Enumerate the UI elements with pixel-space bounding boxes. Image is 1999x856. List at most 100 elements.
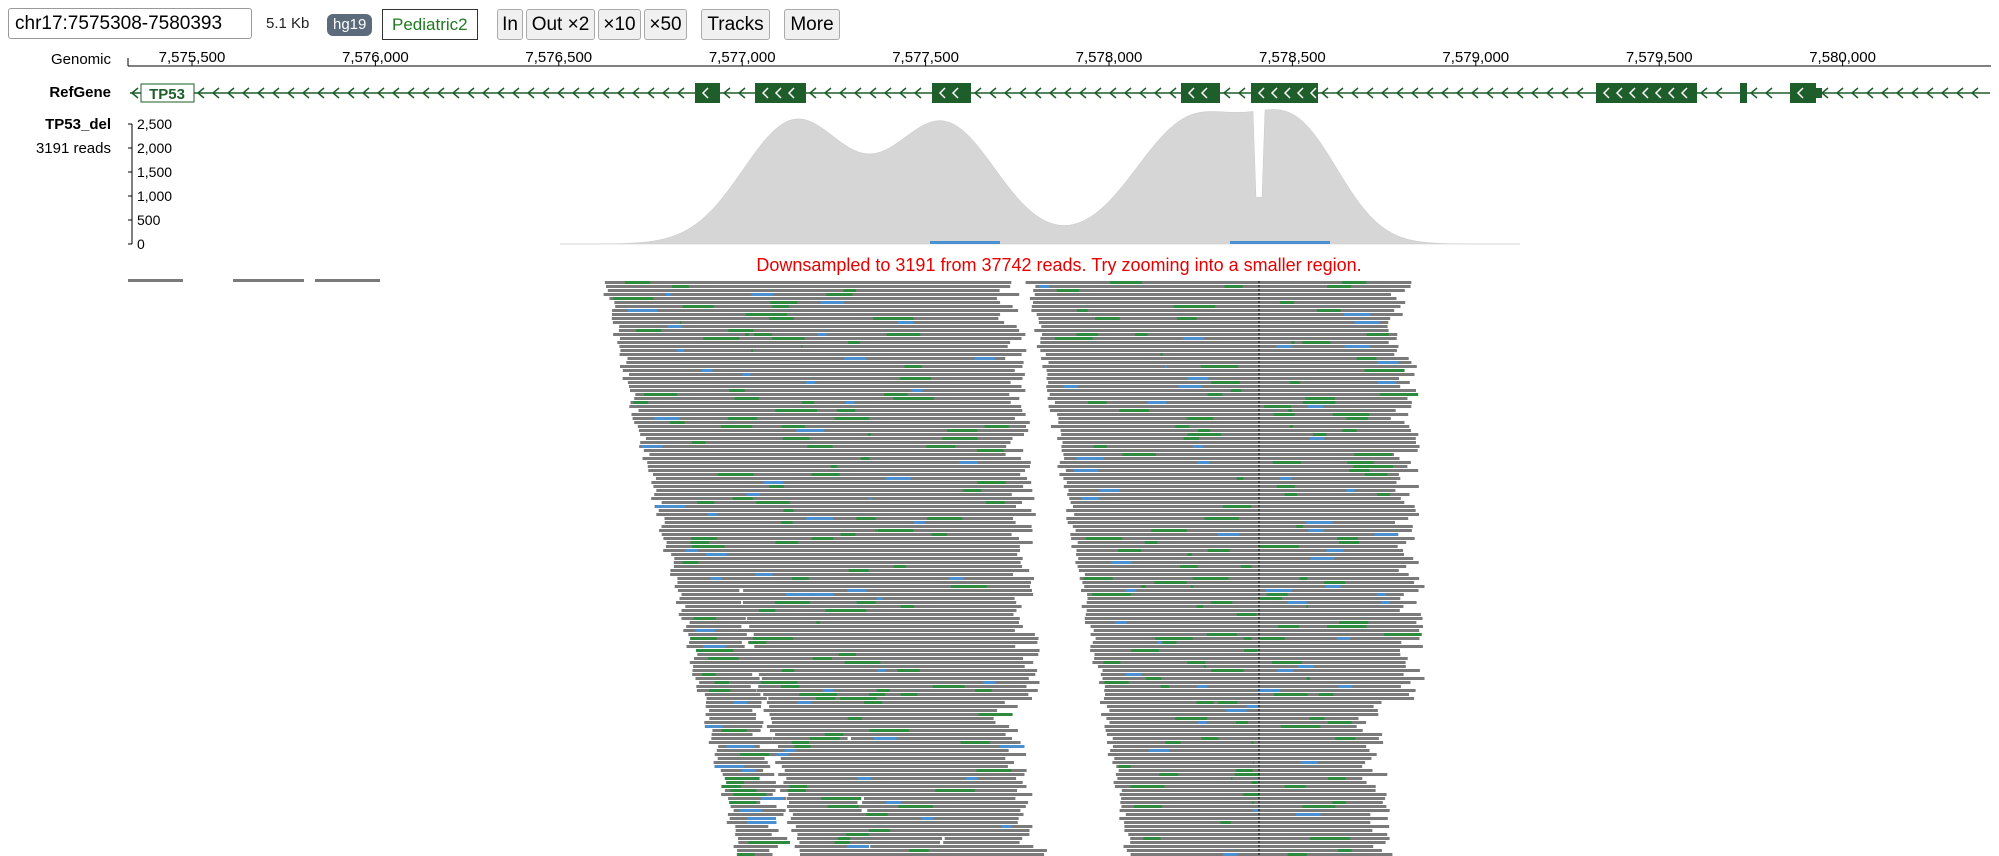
read-segment[interactable] — [702, 449, 825, 452]
read-segment[interactable] — [875, 477, 1027, 480]
read-segment[interactable] — [1078, 569, 1197, 572]
read-segment[interactable] — [856, 765, 931, 768]
read-segment[interactable] — [766, 725, 872, 728]
read-segment[interactable] — [870, 369, 1015, 372]
read-segment[interactable] — [780, 757, 866, 760]
read-segment[interactable] — [708, 477, 820, 480]
read-segment[interactable] — [781, 765, 872, 768]
read-segment[interactable] — [1288, 321, 1389, 324]
read-segment[interactable] — [1116, 449, 1226, 452]
read-segment[interactable] — [790, 293, 932, 296]
read-segment[interactable] — [1309, 677, 1425, 680]
read-segment[interactable] — [786, 481, 890, 484]
read-segment[interactable] — [1172, 417, 1273, 420]
read-segment[interactable] — [1112, 437, 1228, 440]
read-segment[interactable] — [939, 821, 1018, 824]
read-segment[interactable] — [844, 725, 940, 728]
read-segment[interactable] — [671, 305, 794, 308]
read-segment[interactable] — [658, 509, 728, 512]
read-segment[interactable] — [613, 333, 709, 336]
read-segment[interactable] — [1085, 621, 1201, 624]
read-segment[interactable] — [665, 281, 790, 284]
read-segment[interactable] — [944, 837, 1023, 840]
read-segment[interactable] — [874, 501, 1022, 504]
read-segment[interactable] — [1167, 377, 1282, 380]
read-segment[interactable] — [703, 437, 823, 440]
read-segment[interactable] — [1141, 581, 1241, 584]
read-segment[interactable] — [1107, 741, 1207, 744]
read-segment[interactable] — [769, 713, 847, 716]
read-segment[interactable] — [656, 489, 747, 492]
read-segment[interactable] — [626, 361, 728, 364]
read-segment[interactable] — [1109, 405, 1213, 408]
read-segment[interactable] — [842, 717, 935, 720]
read-segment[interactable] — [1148, 597, 1236, 600]
read-segment[interactable] — [775, 733, 861, 736]
read-segment[interactable] — [1153, 633, 1242, 636]
read-segment[interactable] — [926, 769, 1027, 772]
read-segment[interactable] — [1116, 445, 1225, 448]
read-segment[interactable] — [1084, 585, 1183, 588]
read-segment[interactable] — [887, 681, 1040, 684]
read-segment[interactable] — [810, 565, 898, 568]
read-segment[interactable] — [905, 705, 1018, 708]
read-segment[interactable] — [736, 853, 773, 856]
read-segment[interactable] — [737, 573, 835, 576]
read-segment[interactable] — [1190, 541, 1284, 544]
read-segment[interactable] — [789, 809, 862, 812]
read-segment[interactable] — [1100, 701, 1225, 704]
read-segment[interactable] — [1291, 393, 1417, 396]
read-segment[interactable] — [941, 853, 1045, 856]
zoom-50-button[interactable]: ×50 — [644, 9, 687, 40]
read-segment[interactable] — [709, 709, 753, 712]
read-segment[interactable] — [735, 833, 772, 836]
read-segment[interactable] — [706, 453, 827, 456]
read-segment[interactable] — [1114, 785, 1227, 788]
read-segment[interactable] — [681, 609, 763, 612]
read-segment[interactable] — [1191, 533, 1288, 536]
read-segment[interactable] — [1257, 705, 1374, 708]
read-segment[interactable] — [1253, 749, 1370, 752]
read-segment[interactable] — [1156, 657, 1264, 660]
read-segment[interactable] — [870, 433, 1024, 436]
dataset-button[interactable]: Pediatric2 — [382, 9, 478, 40]
read-segment[interactable] — [847, 753, 949, 756]
read-segment[interactable] — [844, 713, 931, 716]
read-segment[interactable] — [876, 565, 1023, 568]
read-segment[interactable] — [1258, 833, 1388, 836]
read-segment[interactable] — [622, 377, 722, 380]
read-segment[interactable] — [875, 541, 1033, 544]
read-segment[interactable] — [778, 773, 881, 776]
read-segment[interactable] — [862, 793, 959, 796]
read-segment[interactable] — [1299, 433, 1419, 436]
read-segment[interactable] — [1243, 417, 1337, 420]
read-segment[interactable] — [933, 825, 1033, 828]
read-segment[interactable] — [1117, 777, 1236, 780]
read-segment[interactable] — [879, 509, 1032, 512]
read-segment[interactable] — [1149, 281, 1266, 284]
read-segment[interactable] — [867, 817, 945, 820]
read-segment[interactable] — [1302, 473, 1399, 476]
read-segment[interactable] — [1155, 309, 1261, 312]
read-segment[interactable] — [1289, 305, 1401, 308]
read-segment[interactable] — [1156, 345, 1266, 348]
read-segment[interactable] — [730, 549, 819, 552]
read-segment[interactable] — [716, 473, 811, 476]
read-segment[interactable] — [1251, 721, 1367, 724]
read-segment[interactable] — [860, 349, 1027, 352]
read-segment[interactable] — [884, 625, 1023, 628]
read-segment[interactable] — [839, 701, 942, 704]
read-segment[interactable] — [908, 721, 996, 724]
read-segment[interactable] — [1181, 473, 1288, 476]
read-segment[interactable] — [872, 397, 1020, 400]
read-segment[interactable] — [875, 841, 940, 844]
read-segment[interactable] — [1123, 845, 1226, 848]
read-segment[interactable] — [791, 497, 891, 500]
read-segment[interactable] — [1308, 561, 1419, 564]
read-segment[interactable] — [787, 493, 891, 496]
read-segment[interactable] — [866, 361, 1024, 364]
read-segment[interactable] — [1248, 605, 1364, 608]
read-segment[interactable] — [877, 513, 1036, 516]
read-segment[interactable] — [1120, 801, 1229, 804]
read-segment[interactable] — [804, 333, 923, 336]
